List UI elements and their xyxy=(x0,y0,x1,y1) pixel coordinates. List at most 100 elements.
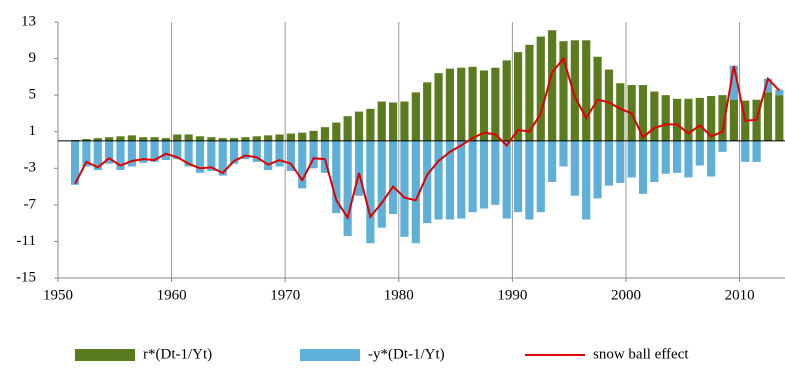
bar xyxy=(93,140,102,171)
bar xyxy=(298,132,307,141)
bar xyxy=(400,101,409,141)
y-tick-label: -3 xyxy=(24,160,37,176)
bar xyxy=(275,134,284,141)
bar xyxy=(423,82,432,141)
bar xyxy=(502,60,511,141)
bar xyxy=(729,65,738,100)
bar xyxy=(672,140,682,173)
bar xyxy=(729,99,738,141)
bar xyxy=(593,140,602,199)
line xyxy=(74,56,781,221)
bar xyxy=(718,95,727,141)
y-tick-label: -7 xyxy=(24,196,37,212)
bar xyxy=(570,140,579,196)
bar xyxy=(411,140,420,244)
bar xyxy=(377,140,386,228)
bar xyxy=(434,140,443,220)
bar xyxy=(105,137,114,141)
bar xyxy=(411,92,420,141)
bar xyxy=(468,66,477,141)
bar xyxy=(741,140,750,162)
bar xyxy=(763,92,773,141)
bar xyxy=(127,140,136,167)
bar xyxy=(548,30,557,141)
bar xyxy=(638,140,648,194)
bar xyxy=(264,135,273,141)
bar xyxy=(752,140,761,162)
bar xyxy=(661,140,670,174)
x-tick-label: 1980 xyxy=(384,287,414,303)
y-tick-label: 9 xyxy=(29,50,37,66)
bar xyxy=(139,137,148,141)
bar xyxy=(354,111,364,141)
bar xyxy=(184,140,193,167)
bar xyxy=(184,134,193,141)
bar xyxy=(513,140,523,213)
bar xyxy=(582,40,591,141)
bar xyxy=(275,140,284,167)
bar xyxy=(116,140,125,171)
bar xyxy=(650,91,659,141)
bar xyxy=(763,78,773,93)
y-tick-label: 5 xyxy=(29,87,37,103)
bar xyxy=(218,140,227,176)
bar xyxy=(695,140,704,166)
bar xyxy=(82,140,91,167)
bar xyxy=(548,140,557,182)
bar xyxy=(366,108,375,141)
bar xyxy=(70,140,80,185)
bar xyxy=(491,140,500,205)
bar xyxy=(684,140,693,178)
bar xyxy=(707,96,716,141)
x-tick-label: 1950 xyxy=(43,287,73,303)
bar xyxy=(366,140,375,244)
bar xyxy=(195,136,205,141)
bar xyxy=(445,140,454,220)
bar xyxy=(400,140,409,237)
bar xyxy=(116,136,125,141)
bar xyxy=(479,70,489,141)
legend-label: r*(Dt-1/Yt) xyxy=(143,346,212,362)
bar xyxy=(320,140,330,173)
bar xyxy=(457,140,466,219)
bar xyxy=(309,130,318,141)
bar xyxy=(241,140,250,160)
bar xyxy=(445,68,454,141)
bar xyxy=(502,140,511,219)
bar xyxy=(604,69,614,141)
y-tick-label: 13 xyxy=(21,13,36,29)
y-tick-label: -11 xyxy=(17,233,36,249)
bar xyxy=(82,139,91,141)
bar xyxy=(423,140,432,224)
bar xyxy=(332,140,341,214)
y-tick-label: -15 xyxy=(16,269,36,285)
bar xyxy=(627,140,636,178)
bar xyxy=(695,97,704,141)
bar xyxy=(173,140,182,160)
bar xyxy=(207,137,216,141)
bar xyxy=(264,140,273,171)
bar xyxy=(536,140,545,213)
bar xyxy=(298,140,307,189)
x-tick-label: 1960 xyxy=(157,287,187,303)
bar xyxy=(241,137,250,141)
legend-label: -y*(Dt-1/Yt) xyxy=(368,346,445,362)
legend-swatch xyxy=(75,349,135,361)
bar xyxy=(707,140,716,177)
bar xyxy=(173,134,182,141)
y-tick-label: 1 xyxy=(29,123,37,139)
bar xyxy=(638,85,648,141)
bar xyxy=(343,116,352,141)
bar xyxy=(150,137,159,141)
bar xyxy=(207,140,216,172)
bar xyxy=(672,98,682,141)
bar xyxy=(389,102,398,141)
bar xyxy=(718,140,727,152)
bar xyxy=(161,138,171,141)
bar xyxy=(332,122,341,141)
bar xyxy=(286,133,295,141)
bar xyxy=(525,140,534,220)
bar xyxy=(650,140,659,182)
bar xyxy=(218,138,227,141)
